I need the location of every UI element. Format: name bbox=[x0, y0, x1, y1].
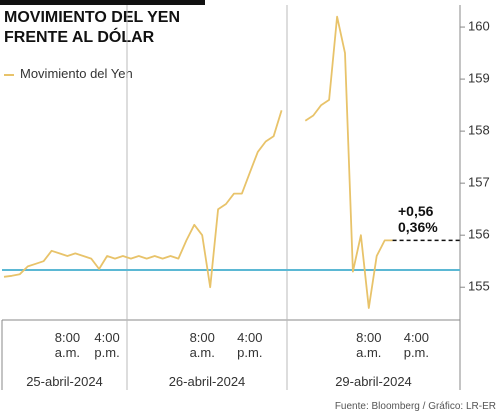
x-tick-label: 8:00 a.m. bbox=[189, 330, 215, 360]
x-tick-label: 4:00 p.m. bbox=[94, 330, 120, 360]
legend-label: Movimiento del Yen bbox=[20, 66, 133, 81]
day-label: 26-abril-2024 bbox=[168, 374, 246, 389]
x-tick-label: 8:00 a.m. bbox=[54, 330, 81, 360]
day-label: 29-abril-2024 bbox=[335, 374, 412, 389]
annotation-line: 0,36% bbox=[398, 219, 438, 235]
annotation: +0,56 0,36% bbox=[398, 203, 438, 235]
y-tick-label: 160 bbox=[468, 18, 490, 33]
y-tick-label: 155 bbox=[468, 279, 490, 294]
y-tick-label: 156 bbox=[468, 227, 490, 242]
day-label: 25-abril-2024 bbox=[26, 374, 103, 389]
x-tick-label: 8:00 a.m. bbox=[356, 330, 382, 360]
legend-swatch bbox=[4, 73, 14, 76]
y-tick-label: 158 bbox=[468, 123, 490, 138]
x-tick-label: 4:00 p.m. bbox=[237, 330, 263, 360]
x-tick-label: 4:00 p.m. bbox=[403, 330, 430, 360]
source: Fuente: Bloomberg / Gráfico: LR-ER bbox=[334, 401, 496, 412]
y-tick-label: 157 bbox=[468, 175, 490, 190]
legend: Movimiento del Yen bbox=[4, 66, 133, 81]
annotation-line: +0,56 bbox=[398, 203, 434, 219]
y-tick-label: 159 bbox=[468, 71, 490, 86]
price-line bbox=[3, 15, 393, 309]
chart-title: MOVIMIENTO DEL YEN FRENTE AL DÓLAR bbox=[4, 9, 181, 46]
title-bar bbox=[0, 0, 205, 5]
